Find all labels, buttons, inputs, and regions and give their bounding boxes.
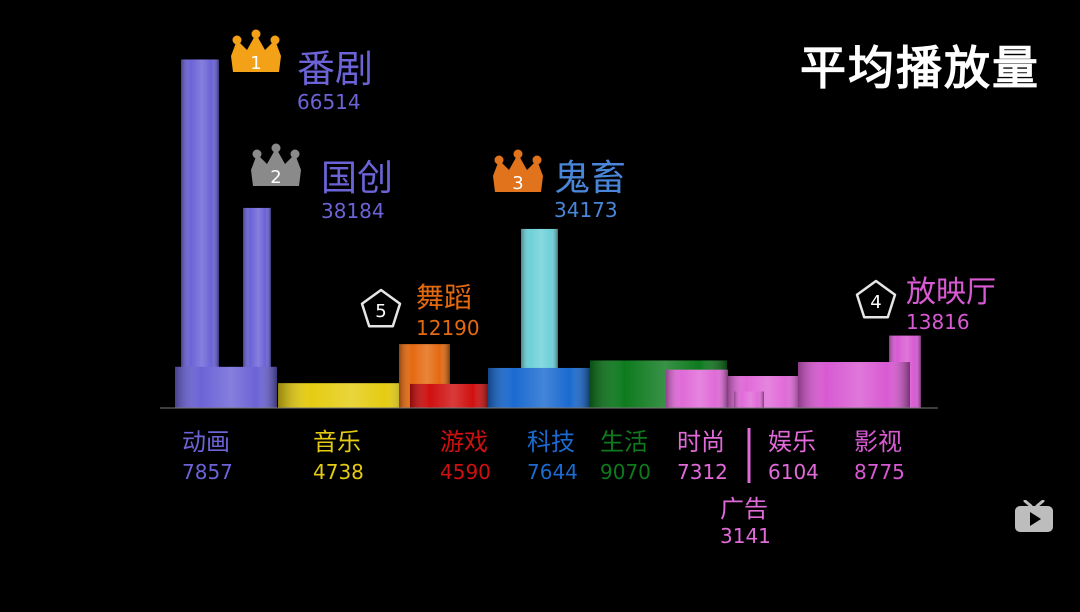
crown-icon-bangumi: 1: [231, 29, 281, 74]
category-value-life: 9070: [600, 460, 651, 484]
category-label-music: 音乐: [313, 428, 361, 456]
category-label-tech: 科技: [527, 428, 575, 456]
svg-text:1: 1: [250, 53, 261, 74]
bar-shade-game: [410, 383, 489, 408]
sub-label-dance: 舞蹈: [416, 281, 472, 314]
sub-value-dance: 12190: [416, 316, 480, 340]
sub-value-kichiku: 34173: [554, 198, 618, 222]
sub-bar-shade-bangumi: [181, 59, 219, 408]
sub-value-theater: 13816: [906, 310, 970, 334]
category-label-game: 游戏: [440, 428, 488, 456]
category-value-fashion: 7312: [677, 460, 728, 484]
bar-shade-ad: [734, 391, 764, 408]
sub-value-bangumi: 66514: [297, 90, 361, 114]
category-label-ad: 广告: [720, 495, 768, 523]
sub-label-bangumi: 番剧: [297, 47, 373, 91]
bar-shade-fashion: [666, 369, 728, 408]
category-value-game: 4590: [440, 460, 491, 484]
category-label-life: 生活: [600, 428, 648, 456]
category-value-anime: 7857: [182, 460, 233, 484]
category-label-film: 影视: [854, 428, 902, 456]
svg-text:3: 3: [512, 173, 523, 194]
category-label-fashion: 时尚: [677, 428, 725, 456]
category-value-tech: 7644: [527, 460, 578, 484]
category-value-ent: 6104: [768, 460, 819, 484]
category-value-music: 4738: [313, 460, 364, 484]
bar-shade-music: [278, 383, 411, 408]
crown-icon-kichiku: 3: [493, 149, 543, 194]
sub-label-kichiku: 鬼畜: [554, 158, 626, 199]
crown-icon-guochuang: 2: [251, 143, 301, 188]
svg-text:4: 4: [870, 292, 881, 313]
bar-shade-film: [798, 362, 910, 408]
play-icon[interactable]: [1013, 500, 1055, 536]
sub-label-theater: 放映厅: [906, 275, 996, 310]
category-label-anime: 动画: [182, 428, 230, 456]
bar-shade-tech: [488, 367, 590, 408]
sub-label-guochuang: 国创: [321, 158, 393, 199]
svg-text:5: 5: [375, 301, 386, 322]
sub-value-guochuang: 38184: [321, 199, 385, 223]
category-label-ent: 娱乐: [768, 428, 816, 456]
svg-text:2: 2: [270, 167, 281, 188]
rank-badge-icon-dance: 5: [360, 288, 402, 328]
chart-title: 平均播放量: [800, 41, 1040, 95]
category-value-film: 8775: [854, 460, 905, 484]
category-value-ad: 3141: [720, 524, 771, 548]
rank-badge-icon-theater: 4: [855, 279, 897, 319]
bar-shade-anime: [175, 366, 277, 408]
